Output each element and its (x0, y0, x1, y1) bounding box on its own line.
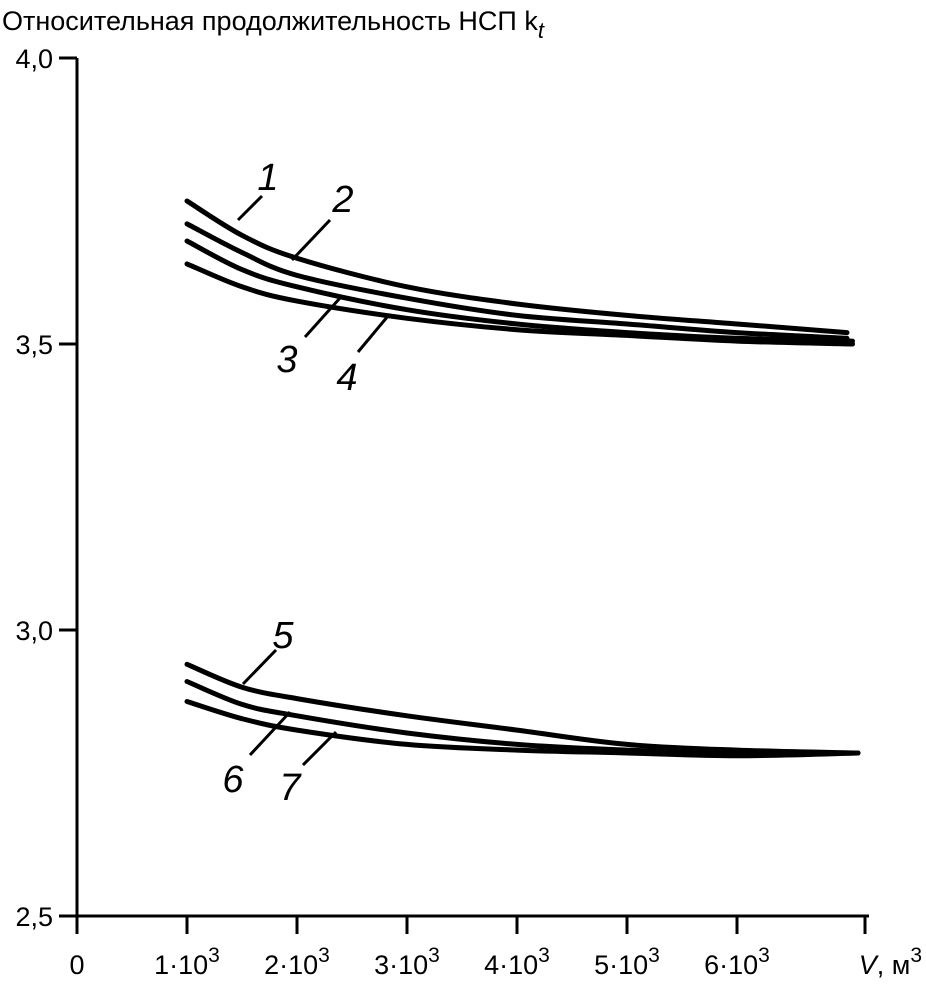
leader-line-2 (290, 218, 332, 262)
leader-line-5 (241, 648, 278, 686)
y-tick-label: 2,5 (15, 902, 53, 932)
x-tick-label: 2·103 (264, 944, 330, 980)
curve-3 (184, 238, 855, 344)
curve-label-6: 6 (222, 759, 244, 801)
axes: 4,0 3,5 3,0 2,5 0 1·103 2·103 3·103 4·103 5·103 6·… (15, 44, 922, 980)
y-tick-label: 3,0 (15, 616, 53, 646)
x-tick-label: 4·103 (484, 944, 550, 980)
x-axis-title: V, м3 (859, 944, 922, 980)
x-tick-label: 6·103 (704, 944, 770, 980)
leader-line-7 (301, 730, 338, 767)
y-tick-label: 3,5 (15, 330, 53, 360)
curve-7 (184, 699, 861, 759)
curve-6 (184, 679, 861, 756)
curve-label-7: 7 (279, 767, 302, 809)
curve-label-1: 1 (257, 157, 278, 199)
curve-2 (184, 221, 850, 341)
curve-4 (184, 261, 855, 347)
y-tick-label: 4,0 (15, 44, 53, 74)
leader-line-6 (248, 710, 292, 757)
curve-label-2: 2 (331, 179, 353, 221)
y-axis-title: Относительная продолжительность НСП kt (2, 6, 545, 43)
curve-label-4: 4 (336, 357, 357, 399)
curve-5 (184, 661, 861, 756)
x-tick-label: 3·103 (374, 944, 440, 980)
leader-line-4 (356, 315, 390, 353)
leader-line-3 (303, 296, 342, 339)
curve-label-3: 3 (276, 339, 297, 381)
x-tick-label: 0 (69, 950, 84, 980)
x-tick-label: 1·103 (154, 944, 220, 980)
curve-1 (184, 198, 850, 336)
curves (184, 198, 861, 759)
curve-labels: 1 2 3 4 5 6 7 (222, 157, 390, 809)
x-tick-label: 5·103 (594, 944, 660, 980)
curve-label-5: 5 (272, 615, 294, 657)
leader-line-1 (236, 194, 264, 222)
